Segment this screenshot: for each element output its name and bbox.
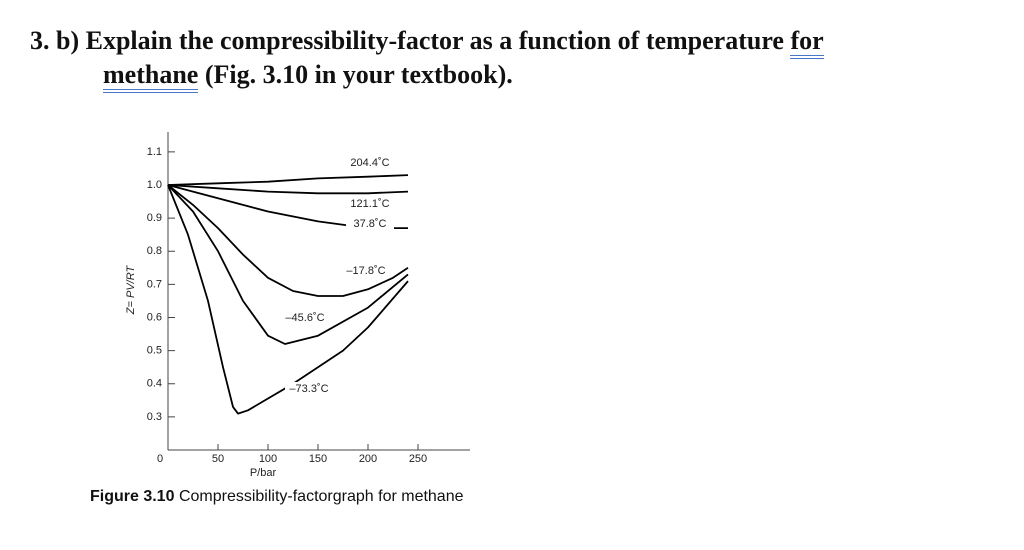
x-axis-label: P/bar [250,467,277,479]
question-line: methane (Fig. 3.10 in your textbook). [30,58,824,93]
caption: Figure 3.10 Compressibility-factorgraph … [90,488,464,506]
caption-label: Figure 3.10 [90,488,175,505]
y-tick-label: 0.6 [147,311,162,323]
y-axis-label: Z= PV/RT [125,265,137,316]
question-line: 3. b) Explain the compressibility-factor… [30,24,824,59]
series-label: –73.3˚C [289,383,328,395]
x-tick-label: 0 [157,453,163,465]
series-label: 37.8˚C [353,218,386,230]
series-line [167,184,409,345]
x-tick-label: 200 [359,453,377,465]
series-label: 204.4˚C [350,157,389,169]
y-tick-label: 0.4 [147,378,162,390]
label-bg [346,217,394,231]
y-tick-label: 0.3 [147,411,162,423]
series-line [167,184,409,195]
series-label: –17.8˚C [346,265,385,277]
y-tick-label: 1.0 [147,179,162,191]
underlined-text: for [790,26,824,59]
series-line [167,184,409,415]
label-bg [285,382,333,396]
series-line [167,184,409,297]
y-tick-label: 0.5 [147,345,162,357]
label-bg [346,197,394,211]
y-tick-label: 1.1 [147,146,162,158]
caption-text: Compressibility-factorgraph for methane [178,488,464,505]
series-label: 121.1˚C [350,198,389,210]
label-bg [346,156,394,170]
x-tick-label: 50 [212,453,224,465]
y-tick-label: 0.7 [147,278,162,290]
series-label: –45.6˚C [285,312,324,324]
x-tick-label: 250 [409,453,427,465]
label-bg [281,311,329,325]
underlined-text: methane [103,60,199,93]
series-line [167,174,409,186]
x-tick-label: 100 [259,453,277,465]
x-tick-label: 150 [309,453,327,465]
question-text: b) Explain the compressibility-factor as… [56,26,784,55]
question-number: 3. [30,26,50,55]
question-text: (Fig. 3.10 in your textbook). [204,60,513,89]
question: 3. b) Explain the compressibility-factor… [30,24,824,93]
label-bg [342,264,390,278]
y-tick-label: 0.8 [147,245,162,257]
y-tick-label: 0.9 [147,212,162,224]
